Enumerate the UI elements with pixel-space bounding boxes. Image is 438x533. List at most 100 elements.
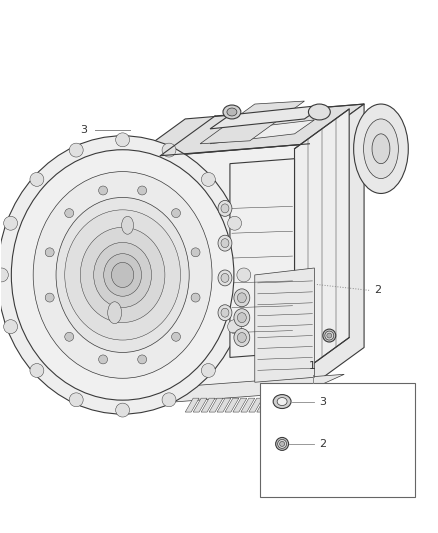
Ellipse shape — [65, 332, 74, 341]
Ellipse shape — [218, 305, 232, 321]
Ellipse shape — [4, 320, 18, 334]
Ellipse shape — [278, 439, 286, 448]
Ellipse shape — [221, 204, 229, 213]
Ellipse shape — [221, 308, 229, 317]
Ellipse shape — [65, 210, 180, 340]
Ellipse shape — [4, 216, 18, 230]
Ellipse shape — [138, 355, 147, 364]
Polygon shape — [185, 398, 199, 412]
Ellipse shape — [353, 104, 408, 193]
Ellipse shape — [94, 243, 152, 308]
Polygon shape — [131, 104, 364, 159]
Polygon shape — [217, 398, 231, 412]
Ellipse shape — [104, 254, 141, 296]
Polygon shape — [230, 159, 294, 358]
Ellipse shape — [234, 309, 250, 327]
Ellipse shape — [80, 228, 165, 322]
Ellipse shape — [99, 186, 108, 195]
Ellipse shape — [364, 119, 398, 179]
Ellipse shape — [30, 364, 44, 377]
Ellipse shape — [191, 248, 200, 257]
Polygon shape — [225, 398, 239, 412]
Ellipse shape — [30, 173, 44, 187]
FancyBboxPatch shape — [260, 383, 415, 497]
Text: 2: 2 — [374, 285, 381, 295]
Polygon shape — [281, 398, 294, 412]
Polygon shape — [297, 398, 311, 412]
Ellipse shape — [112, 262, 134, 287]
Text: 3: 3 — [80, 125, 87, 135]
Ellipse shape — [172, 208, 180, 217]
Ellipse shape — [45, 248, 54, 257]
Polygon shape — [249, 398, 263, 412]
Ellipse shape — [56, 197, 189, 352]
Polygon shape — [145, 374, 344, 404]
Ellipse shape — [372, 134, 390, 164]
Ellipse shape — [201, 364, 215, 377]
Ellipse shape — [237, 268, 251, 282]
Polygon shape — [255, 268, 314, 382]
Polygon shape — [257, 398, 271, 412]
Ellipse shape — [218, 235, 232, 251]
Polygon shape — [309, 104, 364, 387]
Ellipse shape — [0, 136, 248, 414]
Text: 1: 1 — [309, 361, 316, 371]
Ellipse shape — [69, 143, 83, 157]
Ellipse shape — [221, 239, 229, 248]
Ellipse shape — [237, 333, 246, 343]
Ellipse shape — [279, 441, 285, 447]
Ellipse shape — [325, 331, 334, 340]
Ellipse shape — [237, 293, 246, 303]
Polygon shape — [200, 101, 304, 144]
Ellipse shape — [228, 320, 242, 334]
Polygon shape — [201, 398, 215, 412]
Ellipse shape — [218, 270, 232, 286]
Ellipse shape — [162, 143, 176, 157]
Polygon shape — [312, 398, 326, 412]
Ellipse shape — [116, 133, 130, 147]
Ellipse shape — [276, 438, 289, 450]
Polygon shape — [210, 105, 324, 129]
Polygon shape — [193, 398, 207, 412]
Polygon shape — [320, 398, 334, 412]
Ellipse shape — [99, 355, 108, 364]
Ellipse shape — [162, 393, 176, 407]
Polygon shape — [210, 120, 314, 144]
Ellipse shape — [234, 289, 250, 307]
Ellipse shape — [234, 329, 250, 346]
Polygon shape — [289, 398, 303, 412]
Ellipse shape — [11, 150, 234, 400]
Ellipse shape — [0, 268, 8, 282]
Ellipse shape — [221, 273, 229, 282]
Ellipse shape — [122, 216, 134, 234]
Ellipse shape — [33, 172, 212, 378]
Polygon shape — [241, 398, 255, 412]
Ellipse shape — [227, 108, 237, 116]
Polygon shape — [294, 109, 349, 377]
Ellipse shape — [108, 302, 122, 324]
Ellipse shape — [308, 104, 330, 120]
Ellipse shape — [138, 186, 147, 195]
Ellipse shape — [69, 393, 83, 407]
Ellipse shape — [218, 200, 232, 216]
Ellipse shape — [237, 313, 246, 322]
Text: 3: 3 — [319, 397, 326, 407]
Ellipse shape — [277, 398, 287, 406]
Ellipse shape — [172, 332, 180, 341]
Ellipse shape — [223, 105, 241, 119]
Text: 2: 2 — [319, 439, 326, 449]
Ellipse shape — [45, 293, 54, 302]
Ellipse shape — [228, 216, 242, 230]
Ellipse shape — [65, 208, 74, 217]
Polygon shape — [273, 398, 286, 412]
Ellipse shape — [191, 293, 200, 302]
Polygon shape — [265, 398, 279, 412]
Polygon shape — [209, 398, 223, 412]
Ellipse shape — [327, 333, 332, 338]
Ellipse shape — [273, 394, 291, 408]
Polygon shape — [233, 398, 247, 412]
Polygon shape — [304, 398, 318, 412]
Ellipse shape — [201, 173, 215, 187]
Ellipse shape — [323, 329, 336, 342]
Ellipse shape — [116, 403, 130, 417]
